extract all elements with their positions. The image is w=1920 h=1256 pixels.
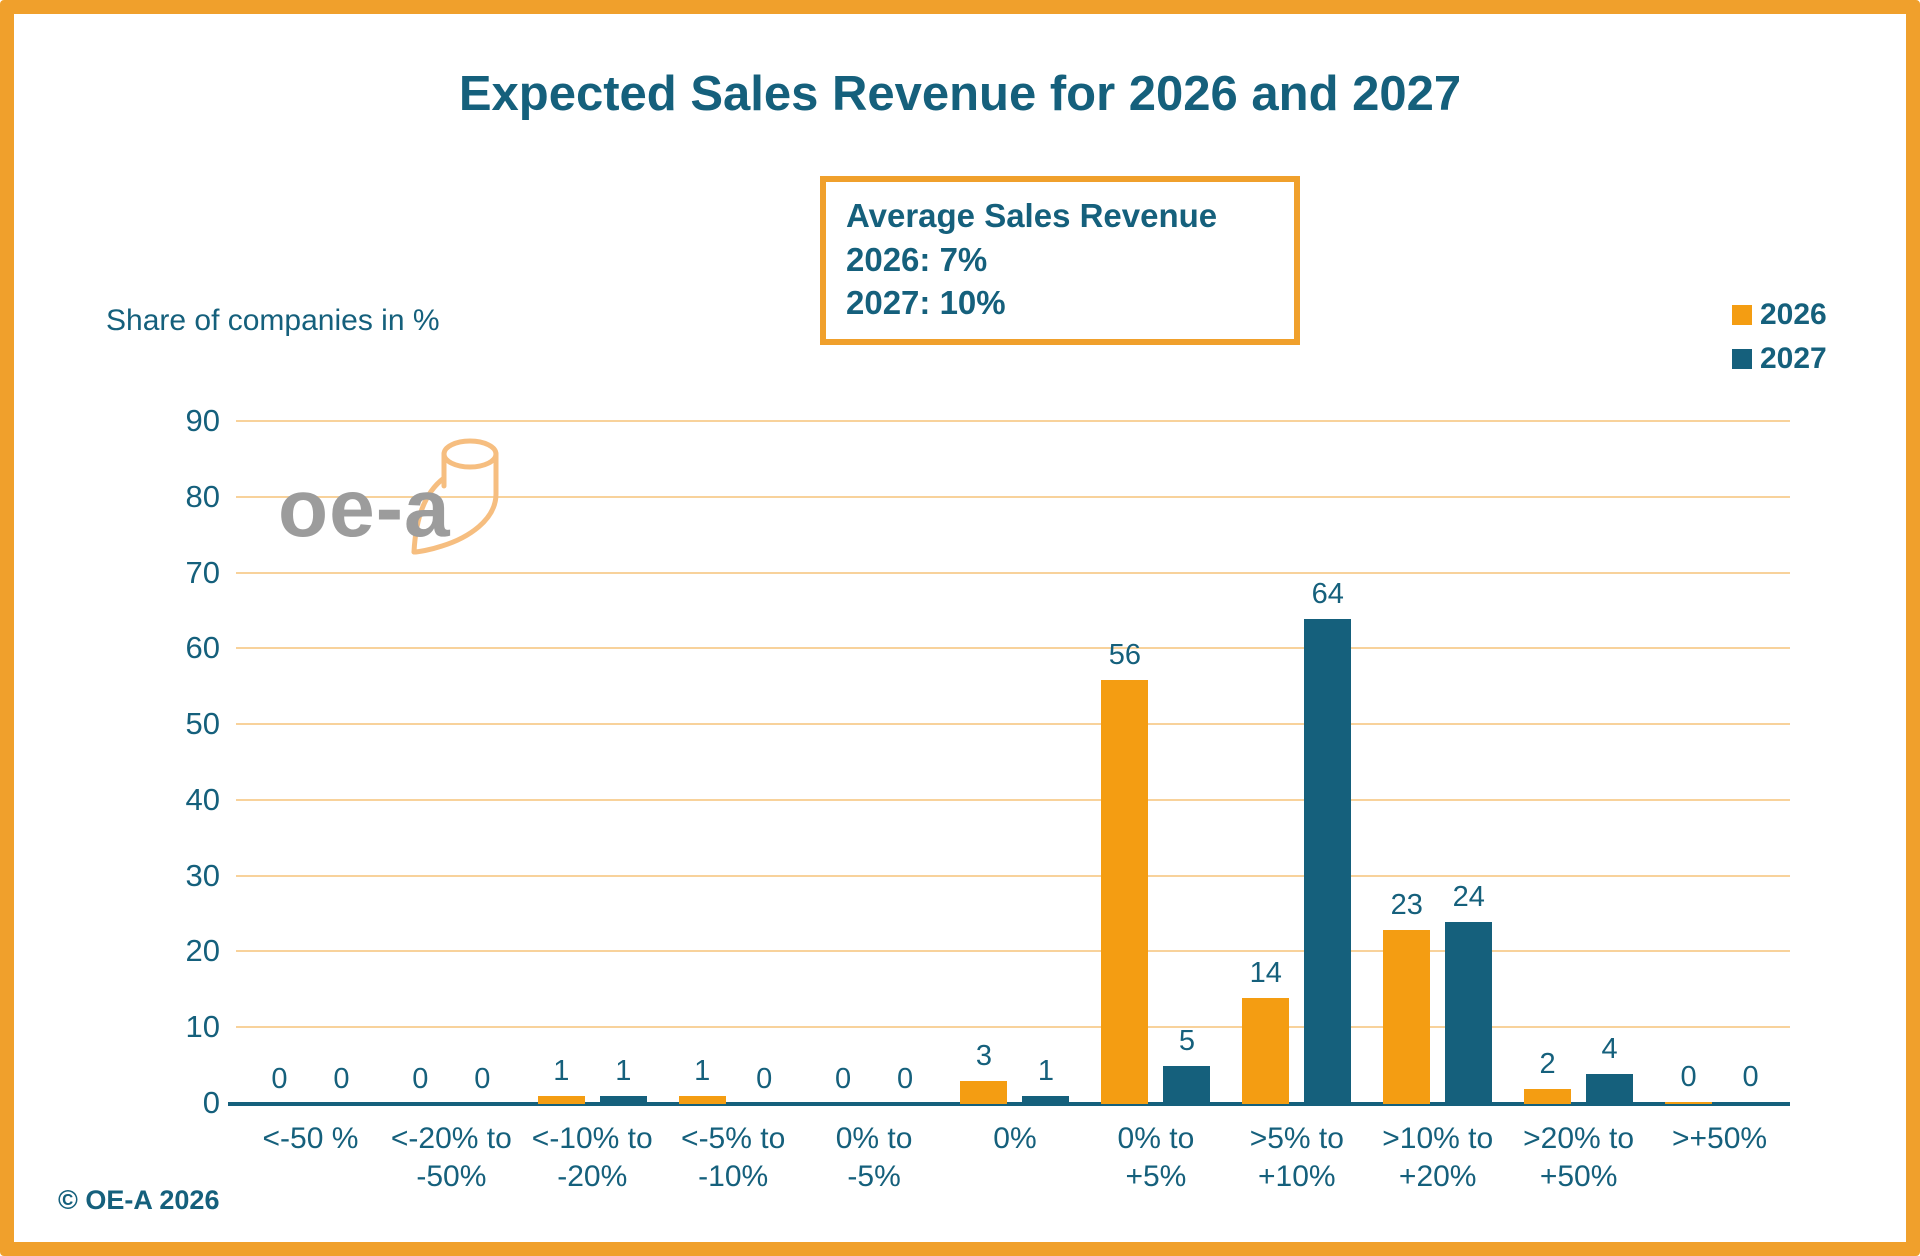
x-tick-label: >10% to +20% [1382, 1122, 1494, 1193]
bar-2027: 5 [1163, 1025, 1211, 1104]
gridline [236, 950, 1790, 953]
x-axis-labels: <-50 % <-20% to -50% <-10% to -20% <-5% to -10… [240, 1120, 1790, 1210]
bar-value-label: 1 [694, 1055, 711, 1088]
bar-value-label: 0 [474, 1063, 491, 1095]
bar-value-label: 2 [1539, 1047, 1556, 1080]
bar-2026: 14 [1242, 957, 1290, 1104]
y-tick-label: 80 [185, 478, 220, 514]
average-box-2027-value: 2027: 10% [846, 284, 1006, 322]
x-tick-label: <-10% to -20% [531, 1122, 653, 1193]
gridline [236, 647, 1790, 650]
bar-value-label: 0 [412, 1063, 429, 1095]
y-tick-label: 70 [185, 554, 220, 590]
y-tick-label: 50 [185, 706, 220, 742]
x-tick-label: 0% [993, 1122, 1037, 1155]
copyright-text: © OE-A 2026 [58, 1185, 220, 1215]
legend-swatch-2026 [1732, 305, 1752, 325]
bar-value-label: 14 [1249, 956, 1282, 989]
x-tick-label: >20% to +50% [1523, 1122, 1635, 1193]
gridline [236, 723, 1790, 726]
bar-value-label: 0 [1742, 1060, 1759, 1093]
legend-swatch-2027 [1732, 349, 1752, 369]
plot-area: 0 10 20 30 40 50 60 70 80 90 0 0 0 0 1 1 1 0 0 0 3 1 56 5 14 64 23… [186, 403, 1790, 1120]
x-tick-label: 0% to +5% [1117, 1122, 1195, 1193]
y-tick-label: 20 [185, 933, 220, 969]
bar-value-label: 1 [1037, 1055, 1055, 1088]
bar-value-label: 23 [1390, 888, 1423, 921]
bar-2027: 1 [1022, 1055, 1070, 1104]
bar-value-label: 0 [835, 1063, 852, 1095]
x-tick-label: >5% to +10% [1249, 1122, 1344, 1193]
x-axis-line [228, 1102, 1790, 1106]
bar-2026: 0 [1665, 1061, 1713, 1104]
average-sales-revenue-box: Average Sales Revenue 2026: 7% 2027: 10% [820, 176, 1300, 345]
bar-value-label: 0 [756, 1063, 773, 1095]
y-tick-label: 40 [185, 781, 220, 817]
gridline [236, 874, 1790, 877]
x-tick-label: <-20% to -50% [390, 1122, 512, 1193]
bar-2026: 3 [960, 1040, 1008, 1104]
average-box-2026-value: 2026: 7% [846, 240, 988, 278]
bar-group: 56 5 [1085, 422, 1226, 1104]
bar-2026: 56 [1101, 639, 1149, 1104]
bar-value-label: 0 [897, 1063, 914, 1095]
chart-title: Expected Sales Revenue for 2026 and 2027 [458, 67, 1462, 121]
legend-label-2027: 2027 [1760, 342, 1827, 375]
y-tick-label: 30 [185, 857, 220, 893]
x-tick-label: 0% to -5% [835, 1122, 913, 1193]
bar-2027: 1 [599, 1055, 647, 1104]
gridline [236, 798, 1790, 801]
y-tick-label: 0 [202, 1085, 220, 1120]
legend-item-2026: 2026 [1732, 298, 1827, 332]
x-tick-label: <-50 % [262, 1122, 359, 1155]
legend: 2026 2027 [1732, 298, 1827, 386]
bar-value-label: 0 [333, 1063, 350, 1095]
bar-group: 23 24 [1367, 422, 1508, 1104]
bar-value-label: 1 [615, 1055, 632, 1088]
gridline [236, 495, 1790, 498]
bar-2027: 64 [1304, 578, 1352, 1104]
gridline [236, 1026, 1790, 1029]
y-tick-label: 60 [185, 630, 220, 666]
x-tick-label: <-5% to -10% [681, 1122, 786, 1193]
bar-value-label: 3 [975, 1040, 993, 1073]
average-box-heading: Average Sales Revenue [846, 197, 1218, 234]
bar-2026: 23 [1383, 889, 1431, 1104]
bar-value-label: 1 [553, 1055, 570, 1088]
bar-value-label: 64 [1311, 578, 1344, 611]
bar-2026: 1 [537, 1055, 585, 1104]
bar-value-label: 24 [1452, 881, 1485, 914]
bar-2027: 0 [1727, 1061, 1775, 1104]
y-tick-label: 90 [185, 403, 220, 438]
bar-value-label: 0 [271, 1063, 288, 1095]
bar-value-label: 5 [1178, 1025, 1195, 1058]
y-axis-label: Share of companies in % [106, 304, 440, 337]
x-tick-label: >+50% [1671, 1122, 1768, 1155]
gridline [236, 571, 1790, 574]
bar-2027: 4 [1586, 1033, 1634, 1104]
legend-label-2026: 2026 [1760, 298, 1827, 331]
y-tick-label: 10 [185, 1009, 220, 1045]
legend-item-2027: 2027 [1732, 342, 1827, 376]
bar-value-label: 4 [1601, 1032, 1618, 1065]
bar-2026: 1 [678, 1055, 726, 1104]
bar-group: 14 64 [1226, 422, 1367, 1104]
gridline [236, 420, 1790, 422]
bar-2026: 2 [1524, 1048, 1572, 1104]
bar-value-label: 56 [1108, 638, 1142, 671]
bar-2027: 24 [1445, 881, 1493, 1104]
bar-value-label: 0 [1680, 1060, 1697, 1093]
